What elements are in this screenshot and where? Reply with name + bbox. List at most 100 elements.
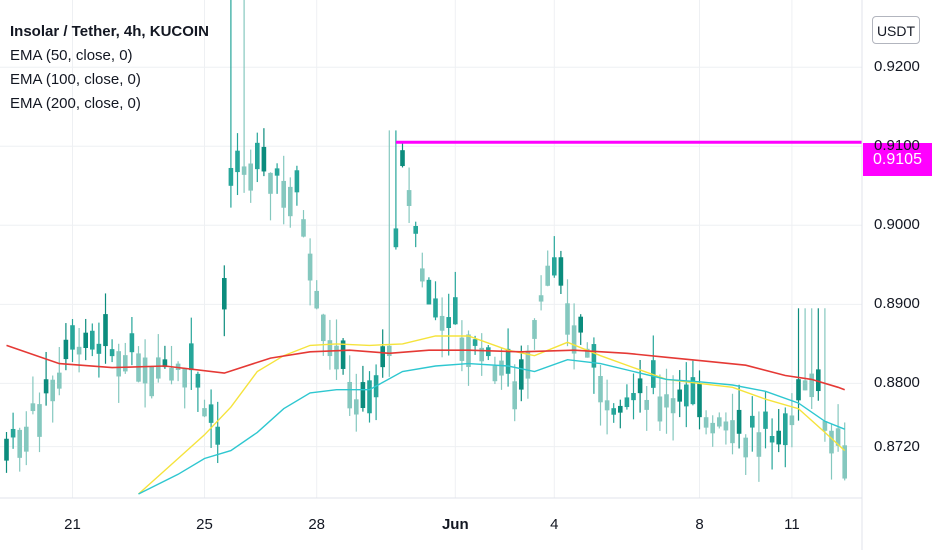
candle-body bbox=[545, 265, 550, 286]
candle-body bbox=[43, 379, 49, 394]
candle bbox=[189, 317, 194, 390]
candle-body bbox=[228, 167, 234, 186]
candle bbox=[261, 128, 267, 177]
candle-body bbox=[776, 430, 781, 445]
candle bbox=[169, 345, 174, 385]
candle bbox=[545, 250, 550, 287]
candle bbox=[241, 0, 247, 193]
candles-layer bbox=[4, 0, 847, 482]
candle bbox=[670, 375, 676, 441]
candle bbox=[505, 328, 511, 387]
candle-body bbox=[756, 432, 762, 457]
candle-body bbox=[723, 421, 729, 431]
candle-body bbox=[677, 389, 682, 402]
candle-body bbox=[4, 438, 9, 461]
candle bbox=[796, 308, 801, 421]
candle bbox=[525, 345, 531, 399]
candle-body bbox=[215, 426, 220, 445]
candle bbox=[816, 308, 821, 401]
candle-body bbox=[453, 297, 458, 325]
candle bbox=[195, 371, 201, 412]
time-tick-label: 11 bbox=[784, 516, 800, 533]
candle-body bbox=[208, 404, 214, 423]
candle-body bbox=[321, 314, 326, 342]
ema100-legend[interactable]: EMA (100, close, 0) bbox=[10, 71, 141, 88]
time-tick-label: 4 bbox=[550, 516, 559, 533]
candle-body bbox=[360, 382, 366, 408]
candle bbox=[492, 356, 498, 385]
ema50-legend[interactable]: EMA (50, close, 0) bbox=[10, 47, 133, 64]
candle-body bbox=[10, 428, 16, 438]
candle bbox=[57, 347, 62, 396]
candle-body bbox=[261, 146, 267, 172]
candle-body bbox=[162, 359, 168, 368]
candle-body bbox=[426, 279, 432, 305]
candle bbox=[750, 396, 755, 452]
candle bbox=[30, 376, 36, 415]
candle-body bbox=[796, 379, 801, 401]
candle bbox=[182, 367, 187, 409]
ema50-line bbox=[138, 335, 846, 495]
candle bbox=[96, 322, 102, 378]
candle bbox=[228, 0, 234, 208]
candle bbox=[37, 392, 42, 453]
ema200-legend[interactable]: EMA (200, close, 0) bbox=[10, 95, 141, 112]
candle-body bbox=[499, 360, 504, 376]
candle-body bbox=[446, 317, 451, 329]
candle bbox=[347, 355, 352, 416]
candle bbox=[314, 280, 319, 310]
candle-body bbox=[327, 340, 333, 357]
candle-body bbox=[783, 413, 788, 446]
candle bbox=[783, 407, 788, 468]
candle-body bbox=[697, 383, 702, 418]
candle-body bbox=[90, 330, 95, 350]
candle-body bbox=[70, 325, 75, 350]
candle-body bbox=[433, 298, 438, 318]
candle bbox=[519, 345, 524, 402]
time-tick-label: 21 bbox=[64, 516, 81, 533]
candle-body bbox=[195, 373, 201, 388]
candle bbox=[83, 318, 88, 361]
candle bbox=[591, 337, 597, 394]
candle-body bbox=[459, 337, 465, 361]
candle bbox=[162, 345, 168, 369]
candle bbox=[624, 384, 630, 410]
candle bbox=[274, 163, 280, 194]
candle bbox=[387, 130, 392, 377]
currency-button[interactable]: USDT bbox=[872, 16, 920, 44]
candle-body bbox=[624, 397, 630, 408]
candle bbox=[142, 339, 148, 408]
candle bbox=[723, 412, 729, 445]
candle-body bbox=[585, 348, 590, 358]
candle bbox=[743, 434, 748, 475]
candle-body bbox=[532, 320, 537, 339]
candle bbox=[354, 373, 359, 432]
candle bbox=[433, 281, 438, 321]
candle bbox=[307, 238, 313, 306]
candle bbox=[776, 408, 781, 453]
candle-body bbox=[670, 398, 676, 414]
candle-body bbox=[822, 421, 828, 431]
candle bbox=[426, 277, 432, 305]
candle bbox=[24, 411, 29, 466]
candle-body bbox=[842, 445, 847, 479]
candle-body bbox=[255, 142, 260, 170]
candle-body bbox=[301, 219, 306, 237]
candle bbox=[109, 339, 115, 363]
candle-body bbox=[202, 408, 207, 417]
price-tick-label: 0.8900 bbox=[874, 295, 920, 313]
candle bbox=[703, 410, 709, 435]
candle bbox=[842, 422, 847, 481]
candle-body bbox=[657, 396, 663, 422]
candle-body bbox=[763, 411, 768, 429]
candle-body bbox=[604, 400, 610, 411]
symbol-title[interactable]: Insolar / Tether, 4h, KUCOIN bbox=[10, 23, 209, 40]
candle bbox=[393, 130, 399, 250]
candle-body bbox=[307, 253, 313, 281]
candle bbox=[677, 370, 682, 418]
candle-body bbox=[17, 429, 22, 458]
candle bbox=[373, 364, 379, 421]
candle-body bbox=[156, 357, 161, 379]
candle-body bbox=[149, 366, 154, 397]
